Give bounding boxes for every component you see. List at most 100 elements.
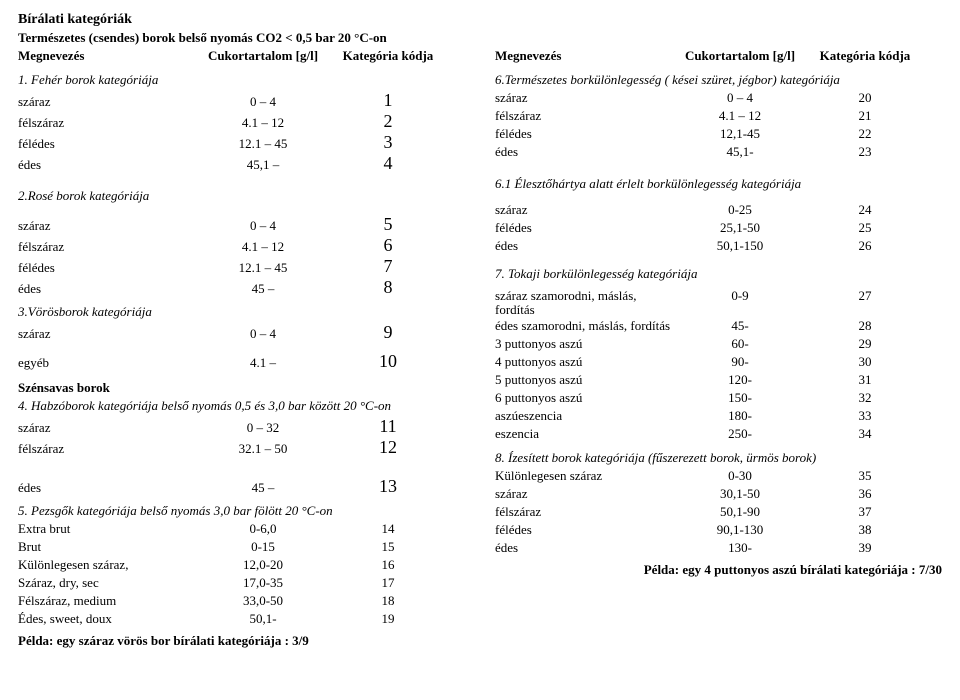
- cell-name: 5 puttonyos aszú: [495, 372, 675, 388]
- table-row: száraz szamorodni, máslás, fordítás0-927: [495, 288, 942, 318]
- table-row: száraz0 – 45: [18, 214, 465, 235]
- table-row: száraz0 – 3211: [18, 416, 465, 437]
- cell-code: 23: [805, 144, 925, 160]
- table-row: édes szamorodni, máslás, fordítás45-28: [495, 318, 942, 336]
- cell-name: Brut: [18, 539, 198, 555]
- cell-name: félédes: [495, 522, 675, 538]
- table-row: száraz30,1-5036: [495, 486, 942, 504]
- table-row: édes45 –8: [18, 277, 465, 298]
- cell-code: 17: [328, 575, 448, 591]
- cell-code: 1: [328, 90, 448, 111]
- cell-sugar: 45 –: [198, 480, 328, 496]
- hdr-sugar: Cukortartalom [g/l]: [198, 48, 328, 64]
- cell-name: félédes: [495, 220, 675, 236]
- cell-sugar: 12.1 – 45: [198, 136, 328, 152]
- cell-sugar: 130-: [675, 540, 805, 556]
- cell-code: 21: [805, 108, 925, 124]
- cell-name: száraz: [18, 94, 198, 110]
- cell-sugar: 33,0-50: [198, 593, 328, 609]
- cell-code: 26: [805, 238, 925, 254]
- hdr-code: Kategória kódja: [805, 48, 925, 64]
- cell-code: 32: [805, 390, 925, 406]
- cell-code: 8: [328, 277, 448, 298]
- cell-sugar: 12,1-45: [675, 126, 805, 142]
- cell-sugar: 4.1 – 12: [198, 115, 328, 131]
- cell-sugar: 50,1-90: [675, 504, 805, 520]
- cell-code: 22: [805, 126, 925, 142]
- table-row: [18, 458, 465, 476]
- cell-code: 13: [328, 476, 448, 497]
- section-2: 2.Rosé borok kategóriája: [18, 188, 465, 204]
- left-column: Megnevezés Cukortartalom [g/l] Kategória…: [18, 48, 465, 649]
- cell-sugar: 45-: [675, 318, 805, 334]
- cell-code: 38: [805, 522, 925, 538]
- cell-name: száraz: [18, 326, 198, 342]
- section-7: 7. Tokaji borkülönlegesség kategóriája: [495, 266, 942, 282]
- header-row: Megnevezés Cukortartalom [g/l] Kategória…: [495, 48, 942, 66]
- page-subtitle: Természetes (csendes) borok belső nyomás…: [18, 30, 942, 46]
- cell-name: Édes, sweet, doux: [18, 611, 198, 627]
- cell-name: Száraz, dry, sec: [18, 575, 198, 591]
- cell-code: 5: [328, 214, 448, 235]
- cell-name: Különlegesen száraz: [495, 468, 675, 484]
- cell-code: 33: [805, 408, 925, 424]
- cell-code: 6: [328, 235, 448, 256]
- cell-name: édes: [495, 144, 675, 160]
- cell-sugar: 90-: [675, 354, 805, 370]
- cell-name: száraz: [18, 218, 198, 234]
- cell-sugar: 50,1-: [198, 611, 328, 627]
- table-row: 6 puttonyos aszú150-32: [495, 390, 942, 408]
- cell-sugar: 0-6,0: [198, 521, 328, 537]
- table-row: félédes12.1 – 457: [18, 256, 465, 277]
- cell-code: 29: [805, 336, 925, 352]
- hdr-name: Megnevezés: [18, 48, 198, 64]
- cell-name: félszáraz: [495, 504, 675, 520]
- table-row: félszáraz4.1 – 122: [18, 111, 465, 132]
- cell-code: 30: [805, 354, 925, 370]
- table-row: édes50,1-15026: [495, 238, 942, 256]
- cell-name: félszáraz: [495, 108, 675, 124]
- table-row: Extra brut0-6,014: [18, 521, 465, 539]
- cell-sugar: 0 – 4: [198, 218, 328, 234]
- cell-code: 39: [805, 540, 925, 556]
- content-columns: Megnevezés Cukortartalom [g/l] Kategória…: [18, 48, 942, 649]
- cell-code: 9: [328, 322, 448, 343]
- cell-code: 18: [328, 593, 448, 609]
- section-61: 6.1 Élesztőhártya alatt érlelt borkülönl…: [495, 176, 942, 192]
- table-row: édes45,1 –4: [18, 153, 465, 174]
- cell-code: 20: [805, 90, 925, 106]
- table-row: száraz0 – 49: [18, 322, 465, 343]
- cell-sugar: 0 – 4: [675, 90, 805, 106]
- cell-code: 19: [328, 611, 448, 627]
- table-row: Különlegesen száraz,12,0-2016: [18, 557, 465, 575]
- cell-name: Extra brut: [18, 521, 198, 537]
- section-1: 1. Fehér borok kategóriája: [18, 72, 465, 88]
- table-row: félédes25,1-5025: [495, 220, 942, 238]
- table-row: félszáraz32.1 – 5012: [18, 437, 465, 458]
- cell-sugar: 17,0-35: [198, 575, 328, 591]
- section-8: 8. Ízesített borok kategóriája (fűszerez…: [495, 450, 942, 466]
- cell-sugar: 4.1 – 12: [675, 108, 805, 124]
- cell-sugar: 0-15: [198, 539, 328, 555]
- cell-code: 31: [805, 372, 925, 388]
- cell-name: édes: [495, 540, 675, 556]
- cell-code: 14: [328, 521, 448, 537]
- table-row: száraz0-2524: [495, 202, 942, 220]
- cell-sugar: 4.1 – 12: [198, 239, 328, 255]
- hdr-name: Megnevezés: [495, 48, 675, 64]
- example-right: Példa: egy 4 puttonyos aszú bírálati kat…: [495, 562, 942, 578]
- right-column: Megnevezés Cukortartalom [g/l] Kategória…: [495, 48, 942, 649]
- cell-name: eszencia: [495, 426, 675, 442]
- table-row: édes45 –13: [18, 476, 465, 497]
- cell-sugar: 0-30: [675, 468, 805, 484]
- table-row: száraz0 – 420: [495, 90, 942, 108]
- cell-name: száraz: [18, 420, 198, 436]
- table-row: egyéb4.1 –10: [18, 351, 465, 372]
- table-row: félédes12,1-4522: [495, 126, 942, 144]
- cell-name: Félszáraz, medium: [18, 593, 198, 609]
- cell-code: 16: [328, 557, 448, 573]
- table-row: édes45,1-23: [495, 144, 942, 162]
- cell-sugar: 32.1 – 50: [198, 441, 328, 457]
- cell-code: 3: [328, 132, 448, 153]
- cell-sugar: 90,1-130: [675, 522, 805, 538]
